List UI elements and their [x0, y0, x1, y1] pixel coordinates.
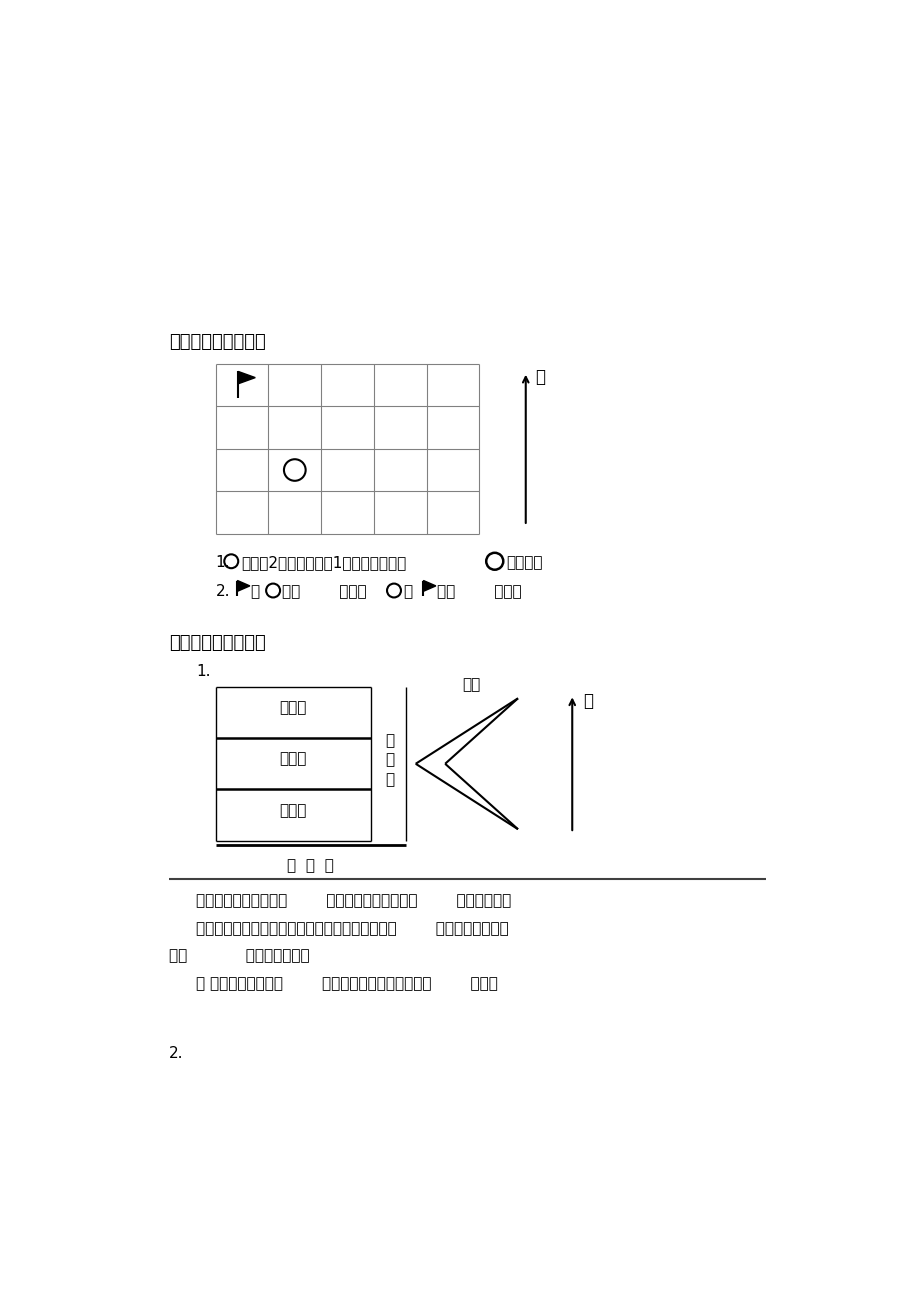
Text: 2.: 2. — [216, 585, 230, 599]
Text: 的（        ）面。: 的（ ）面。 — [437, 585, 521, 599]
Text: 在: 在 — [250, 585, 259, 599]
Text: 八、想一想，填一填: 八、想一想，填一填 — [169, 634, 266, 652]
Text: 长白街: 长白街 — [279, 751, 307, 767]
Text: 人: 人 — [385, 733, 394, 749]
Text: 民: 民 — [385, 753, 394, 767]
Text: 向（            ）走到游乐场。: 向（ ）走到游乐场。 — [169, 949, 310, 963]
Text: 的（        ）面，: 的（ ）面， — [281, 585, 366, 599]
Polygon shape — [238, 371, 255, 384]
Text: 北: 北 — [582, 693, 592, 710]
Text: ⑴乐乐从家出发，向（        ）走到人民路，再向（        ）走到书店。: ⑴乐乐从家出发，向（ ）走到人民路，再向（ ）走到书店。 — [196, 893, 511, 907]
Text: 七、画一画，填一填: 七、画一画，填一填 — [169, 333, 266, 352]
Polygon shape — [237, 581, 250, 591]
Text: 向东走2路，再向南走1格。请画出现在: 向东走2路，再向南走1格。请画出现在 — [241, 555, 406, 570]
Text: 乐乐家: 乐乐家 — [279, 700, 307, 715]
Text: 2.: 2. — [169, 1046, 184, 1061]
Text: 太  平  路: 太 平 路 — [287, 858, 334, 872]
Text: 书店: 书店 — [462, 677, 480, 691]
Text: ⑶ 平路在人民路的（        ）面，长白街在人民路的（        ）面。: ⑶ 平路在人民路的（ ）面，长白街在人民路的（ ）面。 — [196, 976, 498, 991]
Text: 体育馆: 体育馆 — [279, 803, 307, 818]
Text: 北: 北 — [534, 368, 544, 385]
Text: 的位置。: 的位置。 — [505, 555, 542, 570]
Text: ⑵乐乐的爸爸在游乐场工作，爸爸从家出发，向（        ）走到人民路，再: ⑵乐乐的爸爸在游乐场工作，爸爸从家出发，向（ ）走到人民路，再 — [196, 921, 508, 936]
Polygon shape — [423, 581, 436, 591]
Text: 在: 在 — [403, 585, 412, 599]
Text: 1.: 1. — [196, 664, 210, 678]
Text: 1.: 1. — [216, 555, 230, 570]
Text: 路: 路 — [385, 772, 394, 786]
